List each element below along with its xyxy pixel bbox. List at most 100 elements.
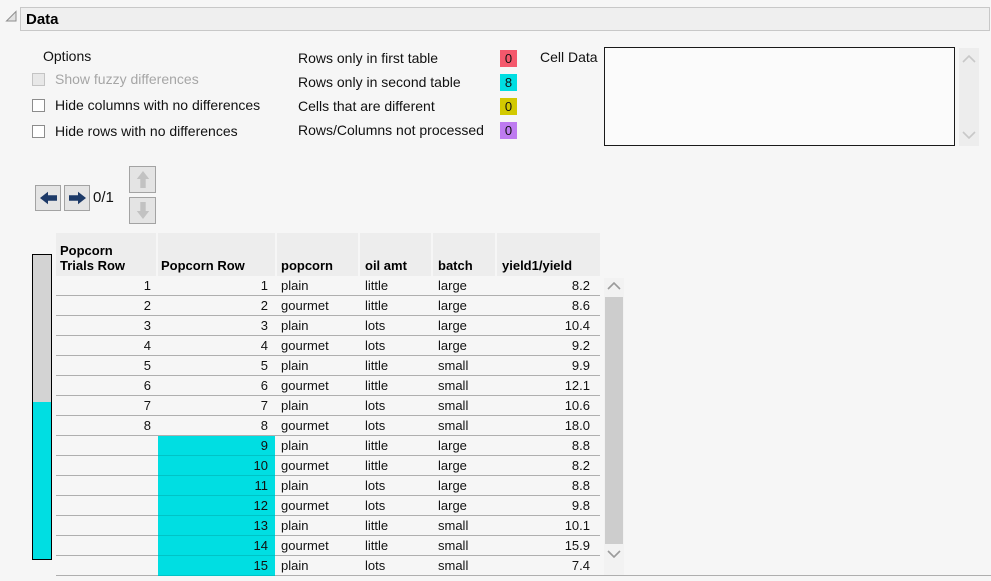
table-cell[interactable]: small	[438, 538, 469, 553]
table-cell[interactable]: 7.4	[571, 558, 590, 573]
table-cell[interactable]: small	[438, 358, 469, 373]
table-row[interactable]: 6 6 gourmet little small 12.1	[56, 376, 600, 396]
table-cell[interactable]: little	[365, 438, 389, 453]
table-cell[interactable]: large	[438, 498, 467, 513]
chevron-up-icon[interactable]	[607, 282, 621, 290]
table-cell[interactable]: 9.2	[571, 338, 590, 353]
table-cell[interactable]	[56, 536, 156, 556]
table-row[interactable]: 3 3 plain lots large 10.4	[56, 316, 600, 336]
table-cell[interactable]: 8	[143, 418, 151, 433]
table-row[interactable]: 13 plain little small 10.1	[56, 516, 600, 536]
table-cell[interactable]: 8	[260, 418, 268, 433]
table-cell[interactable]: little	[365, 518, 389, 533]
table-cell[interactable]: plain	[281, 358, 309, 373]
table-cell[interactable]: 7	[260, 398, 268, 413]
table-scrollbar[interactable]	[604, 278, 624, 575]
table-cell[interactable]: lots	[365, 498, 386, 513]
table-cell[interactable]: 12	[158, 496, 275, 516]
table-cell[interactable]	[56, 556, 156, 576]
table-cell[interactable]: lots	[365, 558, 386, 573]
table-cell[interactable]: 2	[143, 298, 151, 313]
table-cell[interactable]: 4	[260, 338, 268, 353]
chevron-up-icon[interactable]	[962, 55, 976, 63]
table-cell[interactable]: 4	[143, 338, 151, 353]
column-header-popcorn[interactable]: popcorn	[277, 233, 358, 276]
table-cell[interactable]: little	[365, 278, 389, 293]
table-cell[interactable]: plain	[281, 518, 309, 533]
table-cell[interactable]: gourmet	[281, 458, 329, 473]
table-cell[interactable]: 10.6	[564, 398, 590, 413]
table-cell[interactable]: 9.9	[571, 358, 590, 373]
table-cell[interactable]: lots	[365, 318, 386, 333]
table-cell[interactable]: 1	[260, 278, 268, 293]
table-cell[interactable]: small	[438, 518, 469, 533]
table-cell[interactable]: little	[365, 358, 389, 373]
table-cell[interactable]: 11	[158, 476, 275, 496]
table-cell[interactable]: little	[365, 458, 389, 473]
table-cell[interactable]: 3	[143, 318, 151, 333]
table-cell[interactable]: 5	[143, 358, 151, 373]
checkbox-icon[interactable]	[32, 98, 45, 112]
table-cell[interactable]: 9.8	[571, 498, 590, 513]
column-header-batch[interactable]: batch	[433, 233, 495, 276]
chevron-down-icon[interactable]	[962, 131, 976, 139]
column-header-popcorn-trials-row[interactable]: Popcorn Trials Row	[56, 233, 156, 276]
table-cell[interactable]: 6	[143, 378, 151, 393]
table-cell[interactable]: 8.2	[571, 278, 590, 293]
table-cell[interactable]: small	[438, 558, 469, 573]
table-cell[interactable]: gourmet	[281, 378, 329, 393]
table-cell[interactable]: 2	[260, 298, 268, 313]
table-row[interactable]: 14 gourmet little small 15.9	[56, 536, 600, 556]
table-row[interactable]: 5 5 plain little small 9.9	[56, 356, 600, 376]
table-row[interactable]: 9 plain little large 8.8	[56, 436, 600, 456]
table-cell[interactable]: small	[438, 398, 469, 413]
table-cell[interactable]: 5	[260, 358, 268, 373]
table-row[interactable]: 2 2 gourmet little large 8.6	[56, 296, 600, 316]
table-cell[interactable]	[56, 436, 156, 456]
table-cell[interactable]: plain	[281, 438, 309, 453]
table-cell[interactable]: 9	[158, 436, 275, 456]
table-cell[interactable]: lots	[365, 398, 386, 413]
column-header-popcorn-row[interactable]: Popcorn Row	[158, 233, 275, 276]
table-cell[interactable]: gourmet	[281, 538, 329, 553]
scrollbar-thumb[interactable]	[605, 297, 623, 544]
table-cell[interactable]: 12.1	[564, 378, 590, 393]
table-row[interactable]: 11 plain lots large 8.8	[56, 476, 600, 496]
table-cell[interactable]: 15.9	[564, 538, 590, 553]
table-row[interactable]: 15 plain lots small 7.4	[56, 556, 600, 576]
table-row[interactable]: 4 4 gourmet lots large 9.2	[56, 336, 600, 356]
table-cell[interactable]: 14	[158, 536, 275, 556]
table-cell[interactable]	[56, 476, 156, 496]
panel-title-bar[interactable]: Data	[20, 7, 990, 31]
row-state-overview-bar[interactable]	[32, 254, 52, 560]
table-cell[interactable]: plain	[281, 558, 309, 573]
table-cell[interactable]: lots	[365, 338, 386, 353]
table-cell[interactable]	[56, 496, 156, 516]
checkbox-icon[interactable]	[32, 124, 45, 138]
table-cell[interactable]: plain	[281, 478, 309, 493]
table-cell[interactable]: gourmet	[281, 298, 329, 313]
table-cell[interactable]: 15	[158, 556, 275, 576]
table-cell[interactable]: 7	[143, 398, 151, 413]
table-cell[interactable]: 18.0	[564, 418, 590, 433]
table-cell[interactable]: 13	[158, 516, 275, 536]
table-cell[interactable]: large	[438, 338, 467, 353]
table-cell[interactable]	[56, 456, 156, 476]
table-row[interactable]: 10 gourmet little large 8.2	[56, 456, 600, 476]
previous-difference-button[interactable]	[35, 185, 61, 211]
table-cell[interactable]: gourmet	[281, 498, 329, 513]
cell-data-scrollbar[interactable]	[959, 48, 979, 146]
table-cell[interactable]: 8.8	[571, 438, 590, 453]
table-row[interactable]: 7 7 plain lots small 10.6	[56, 396, 600, 416]
table-cell[interactable]: small	[438, 378, 469, 393]
table-cell[interactable]	[56, 516, 156, 536]
table-cell[interactable]: little	[365, 378, 389, 393]
table-cell[interactable]: 8.2	[571, 458, 590, 473]
table-row[interactable]: 12 gourmet lots large 9.8	[56, 496, 600, 516]
table-cell[interactable]: 6	[260, 378, 268, 393]
table-cell[interactable]: little	[365, 538, 389, 553]
table-cell[interactable]: 10.1	[564, 518, 590, 533]
next-difference-button[interactable]	[64, 185, 90, 211]
column-header-yield[interactable]: yield1/yield	[497, 233, 600, 276]
table-cell[interactable]: 10.4	[564, 318, 590, 333]
